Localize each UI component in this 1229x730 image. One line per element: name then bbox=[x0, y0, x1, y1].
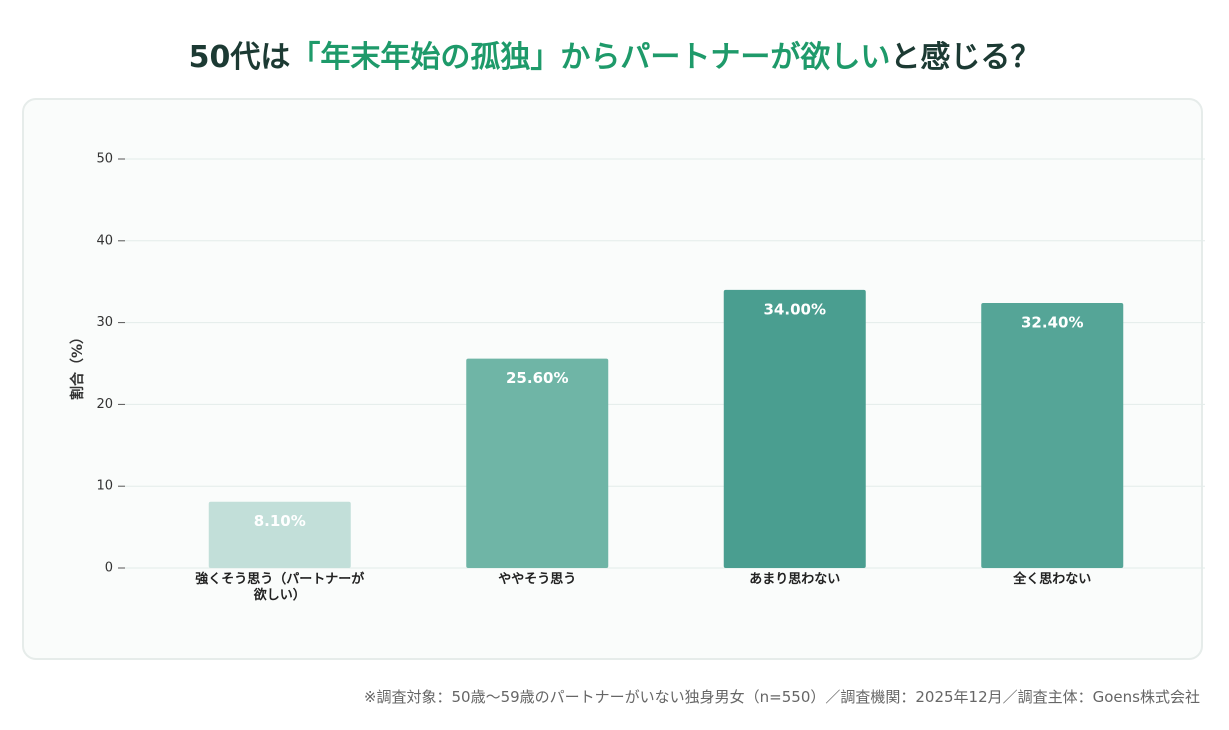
y-axis-label: 割合（%） bbox=[69, 330, 86, 400]
footnote: ※調査対象：50歳〜59歳のパートナーがいない独身男女（n=550）／調査機関：… bbox=[363, 688, 1200, 706]
bar bbox=[981, 302, 1124, 568]
x-tick-label: 全く思わない bbox=[1013, 572, 1092, 587]
y-tick-label: 20 bbox=[96, 397, 113, 412]
y-tick-label: 40 bbox=[96, 233, 113, 248]
value-label: 8.10% bbox=[254, 512, 306, 530]
bar bbox=[723, 289, 866, 568]
x-tick-label: あまり思わない bbox=[749, 572, 841, 587]
y-tick-label: 50 bbox=[96, 152, 113, 167]
x-tick-label: ややそう思う bbox=[498, 572, 577, 587]
value-label: 25.60% bbox=[506, 369, 568, 387]
value-label: 34.00% bbox=[764, 300, 826, 318]
value-label: 32.40% bbox=[1021, 313, 1083, 331]
title-highlight: 「年末年始の孤独」からパートナーが欲しい bbox=[290, 40, 891, 75]
title: 50代は「年末年始の孤独」からパートナーが欲しいと感じる？ bbox=[0, 32, 1229, 76]
x-tick-label: 強くそう思う（パートナーが欲しい） bbox=[195, 572, 365, 603]
y-tick-label: 10 bbox=[96, 479, 113, 494]
title-part: 50代は bbox=[188, 40, 291, 75]
title-part: と感じる？ bbox=[890, 40, 1041, 75]
bar bbox=[466, 358, 609, 568]
y-tick-label: 0 bbox=[105, 561, 113, 576]
bar bbox=[208, 501, 351, 568]
y-tick-label: 30 bbox=[96, 315, 113, 330]
